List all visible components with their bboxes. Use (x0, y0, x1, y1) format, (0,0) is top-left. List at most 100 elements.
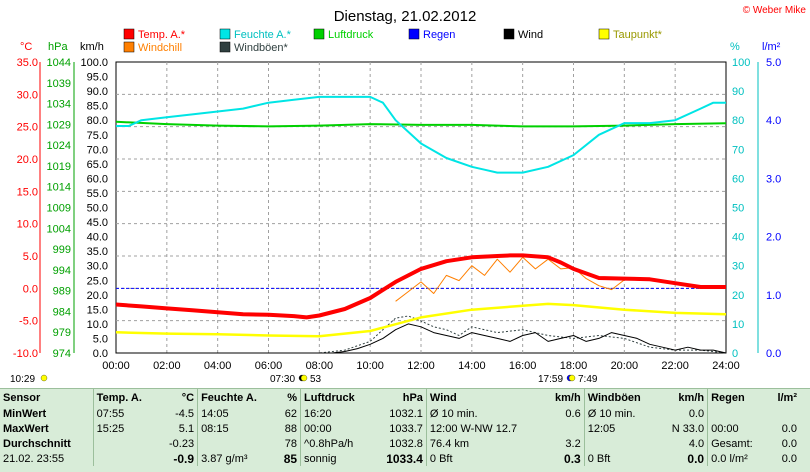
marker-dot (300, 374, 308, 382)
marker-label: 53 (310, 374, 322, 385)
wind-tick-label: 45.0 (87, 217, 108, 229)
table-row: 21.02. 23:55 -0.9 3.87 g/m³ 85 sonnig 1033.4 0… (0, 451, 800, 466)
legend-label: Feuchte A.* (234, 29, 292, 41)
pressure-tick-label: 1034 (47, 99, 71, 111)
rain-tick-label: 0.0 (766, 348, 781, 360)
temp-tick-label: 10.0 (17, 219, 38, 231)
x-tick-label: 24:00 (712, 360, 740, 372)
wind-tick-label: 75.0 (87, 130, 108, 142)
pressure-tick-label: 1014 (47, 182, 71, 194)
humidity-tick-label: 0 (732, 348, 738, 360)
table-cell: 1032.1 (389, 407, 423, 420)
wind-tick-label: 40.0 (87, 232, 108, 244)
table-cell (768, 406, 800, 421)
table-cell (583, 436, 659, 451)
table-cell: km/h (555, 391, 581, 404)
x-tick-label: 18:00 (560, 360, 588, 372)
wind-tick-label: 5.0 (93, 333, 108, 345)
x-tick-label: 10:00 (356, 360, 384, 372)
table-cell: N 33.0 (671, 422, 705, 435)
series-line (115, 253, 726, 320)
table-cell: 0.6 (565, 407, 581, 420)
marker-dot (568, 374, 576, 382)
table-cell (197, 436, 276, 451)
table-cell: 00:00 (707, 421, 768, 436)
pressure-tick-label: 1024 (47, 140, 71, 152)
x-tick-label: 08:00 (306, 360, 334, 372)
table-cell: 1033.7 (389, 422, 423, 435)
table-cell: -0.23 (168, 437, 195, 450)
pressure-tick-label: 1044 (47, 57, 71, 69)
wind-tick-label: 20.0 (87, 290, 108, 302)
pressure-tick-label: 999 (53, 244, 71, 256)
statistics-table: Sensor Temp. A. °C Feuchte A.% Luftdruck hPa W… (0, 388, 810, 472)
legend-swatch (123, 28, 135, 40)
rain-tick-label: 4.0 (766, 115, 781, 127)
table-cell: MaxWert (3, 422, 49, 435)
x-tick-label: 20:00 (611, 360, 639, 372)
wind-tick-label: 55.0 (87, 188, 108, 200)
marker-dot (40, 374, 48, 382)
table-cell (92, 436, 158, 451)
table-cell: % (287, 391, 298, 404)
table-cell (92, 451, 158, 466)
pressure-tick-label: 1019 (47, 161, 71, 173)
x-tick-label: 04:00 (204, 360, 232, 372)
series-line (115, 302, 727, 338)
table-cell: 1032.8 (389, 437, 423, 450)
temp-tick-label: 15.0 (17, 186, 38, 198)
legend-swatch (598, 28, 610, 40)
x-tick-label: 12:00 (407, 360, 435, 372)
table-cell: 3.87 g/m³ (197, 451, 276, 466)
marker-label: 17:59 (538, 374, 563, 385)
x-tick-labels: 00:00 02:00 04:00 06:00 08:00 10:00 12:00 14:00… (102, 360, 740, 372)
wind-tick-label: 25.0 (87, 275, 108, 287)
temp-tick-label: 30.0 (17, 89, 38, 101)
table-cell: 14:05 (197, 406, 276, 421)
marker-label: 07:30 (270, 374, 295, 385)
wind-axis-label: km/h (80, 41, 104, 53)
table-cell: 4.0 (688, 437, 705, 450)
pressure-tick-label: 994 (53, 265, 71, 277)
table-cell: MinWert (3, 407, 47, 420)
temp-tick-label: 0.0 (23, 283, 38, 295)
table-cell: 08:15 (197, 421, 276, 436)
table-cell: 07:55 (92, 406, 158, 421)
legend-label: Regen (423, 29, 455, 41)
table-cell: 16:20 (300, 406, 373, 421)
legend-label: Wind (518, 29, 543, 41)
table-cell: hPa (402, 391, 423, 404)
marker-label: 7:49 (578, 374, 598, 385)
legend-label: Windchill (138, 42, 182, 54)
wind-tick-label: 60.0 (87, 173, 108, 185)
series-line (115, 120, 727, 128)
table-cell: 5.1 (178, 422, 195, 435)
humidity-tick-label: 50 (732, 203, 744, 215)
wind-tick-label: 85.0 (87, 101, 108, 113)
table-cell: 78 (284, 437, 298, 450)
wind-tick-label: 100.0 (80, 57, 108, 69)
wind-tick-label: 0.0 (93, 348, 108, 360)
wind-tick-label: 95.0 (87, 72, 108, 84)
table-cell: Gesamt: (707, 436, 768, 451)
table-cell: 1033.4 (386, 451, 423, 466)
table-cell: Windböen (583, 389, 659, 406)
table-cell: 00:00 (300, 421, 373, 436)
legend-swatch (503, 28, 515, 40)
rain-tick-label: 3.0 (766, 173, 781, 185)
table-cell: 0.3 (564, 451, 581, 466)
legend-label: Temp. A.* (138, 29, 186, 41)
humidity-tick-label: 60 (732, 173, 744, 185)
pressure-tick-label: 1029 (47, 119, 71, 131)
table-cell: 0.0 l/m² (707, 451, 768, 466)
table-cell: 12:00 W-NW 12.7 (425, 421, 544, 436)
humidity-tick-label: 30 (732, 261, 744, 273)
humidity-tick-label: 90 (732, 86, 744, 98)
table-cell: ^0.8hPa/h (300, 436, 373, 451)
table-cell: Feuchte A. (197, 389, 276, 406)
table-cell: Luftdruck (300, 389, 373, 406)
temp-tick-label: -5.0 (19, 316, 38, 328)
table-cell: 3.2 (565, 437, 581, 450)
pressure-tick-label: 984 (53, 306, 71, 318)
legend-swatch (219, 28, 231, 40)
